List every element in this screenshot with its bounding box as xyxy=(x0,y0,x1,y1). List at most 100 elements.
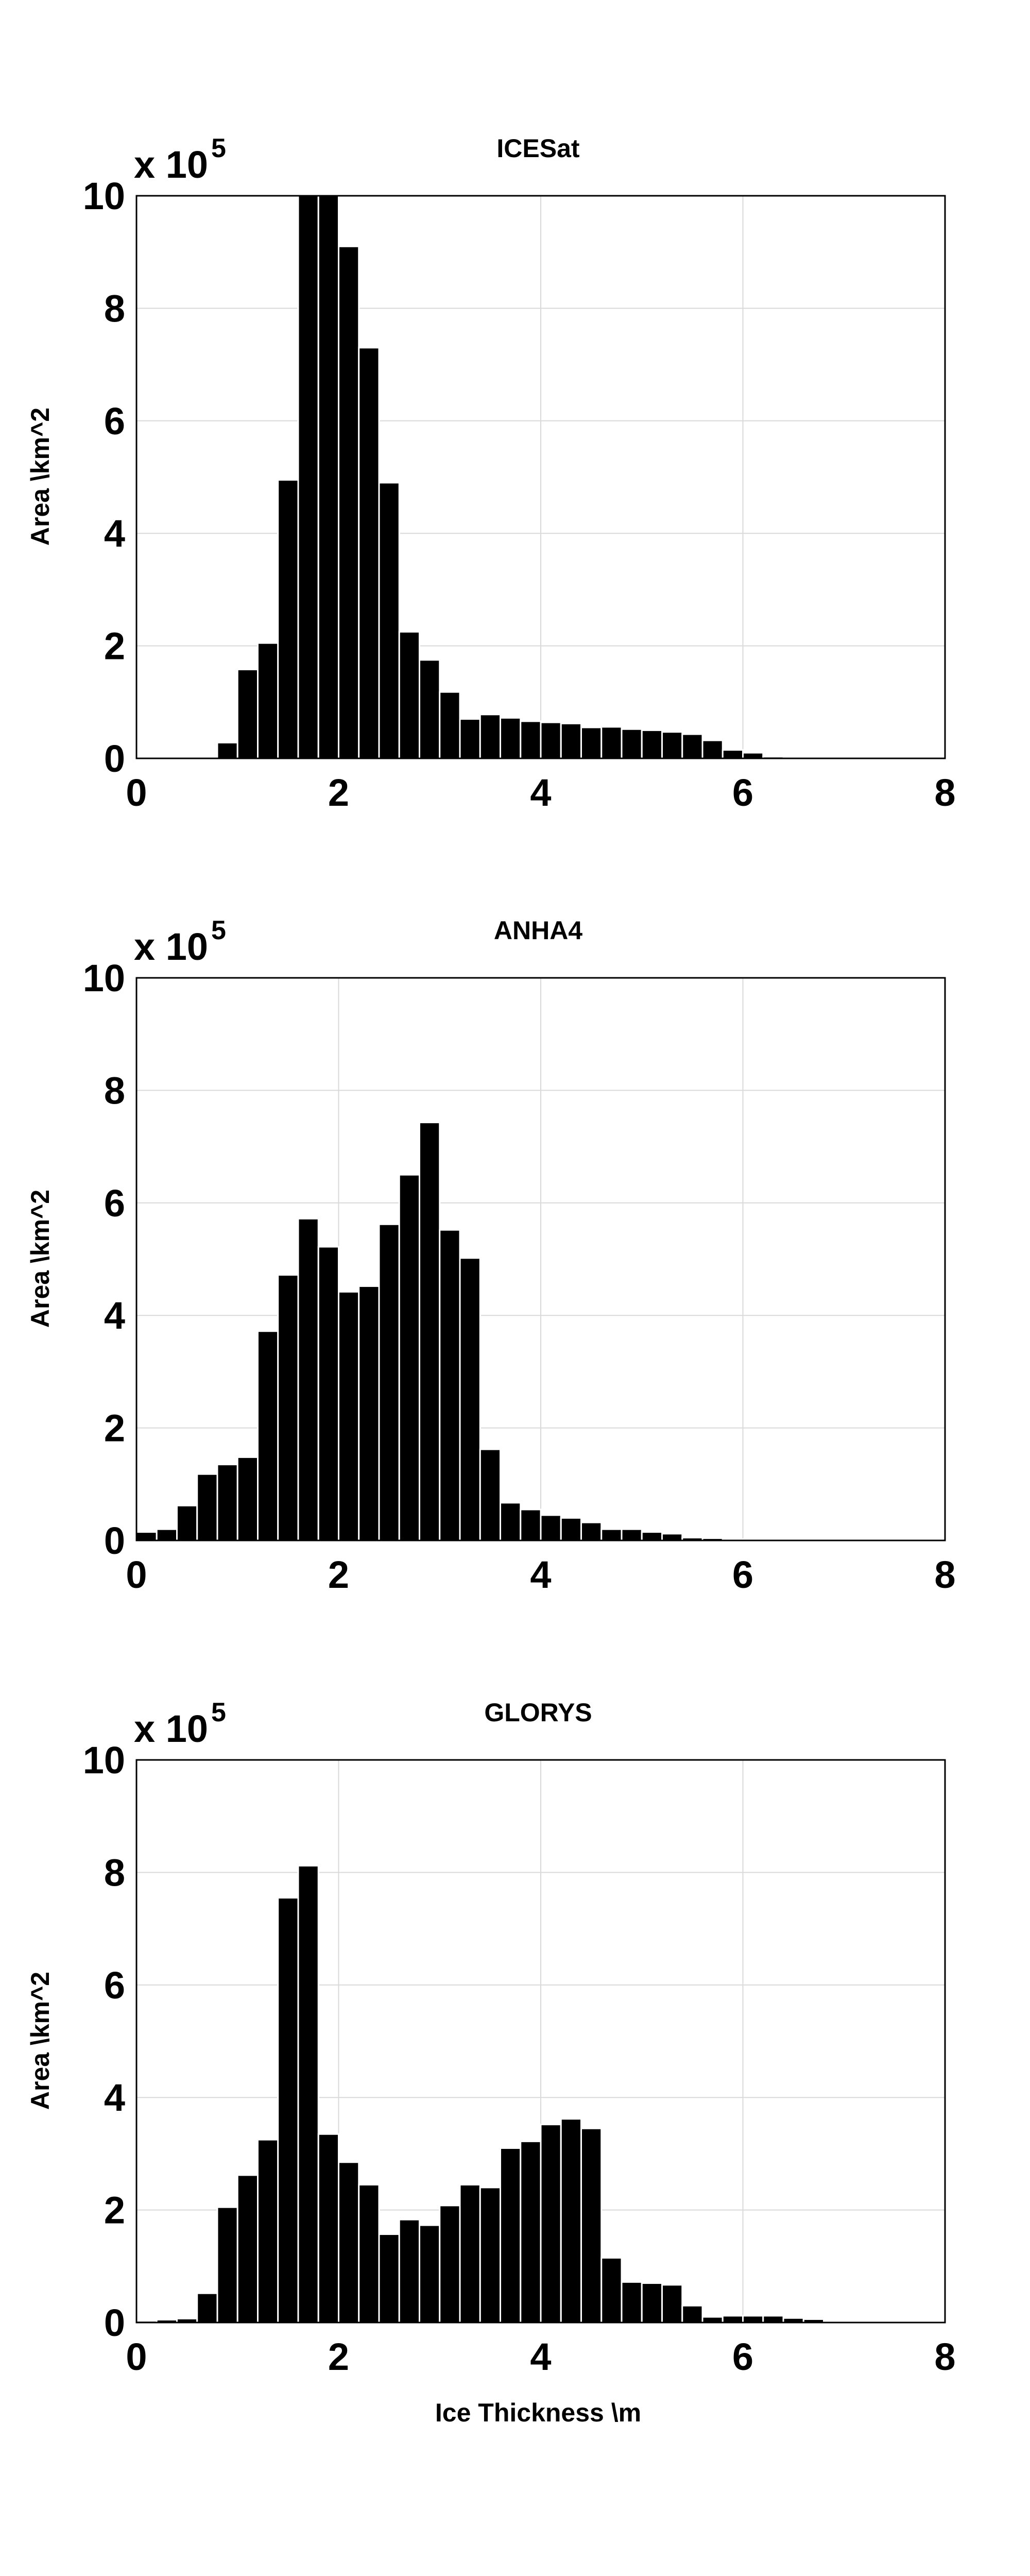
y-axis-multiplier-exponent: 5 xyxy=(211,916,226,945)
y-tick-label: 10 xyxy=(83,957,125,999)
histogram-bar xyxy=(580,726,603,759)
chart-panel-anha4: ANHA4 x 10 5 Area \km^2 0 2 4 6 8 10 0 2 4 6 8 xyxy=(26,916,956,1596)
histogram-bar xyxy=(338,2161,360,2324)
y-tick-label: 4 xyxy=(104,512,125,555)
histogram-bar xyxy=(500,2147,522,2324)
histogram-bar xyxy=(439,1229,461,1541)
axes-box xyxy=(135,1759,946,2324)
histogram-bar xyxy=(641,729,663,759)
x-tick-label: 0 xyxy=(126,2335,147,2378)
x-tick-label: 2 xyxy=(328,1553,349,1596)
histogram-bar xyxy=(742,2315,764,2324)
histogram-bar xyxy=(722,749,744,759)
y-axis-multiplier-base: x 10 xyxy=(134,1707,208,1750)
y-tick-label: 0 xyxy=(104,737,125,780)
y-axis-multiplier-base: x 10 xyxy=(134,925,208,968)
chart-title: GLORYS xyxy=(484,1698,592,1727)
histogram-bar xyxy=(216,1464,238,1541)
histogram-bar xyxy=(641,1531,663,1541)
histogram-bar xyxy=(398,1174,420,1541)
y-axis-multiplier-exponent: 5 xyxy=(211,133,226,163)
bars xyxy=(216,195,784,759)
y-axis-label: Area \km^2 xyxy=(26,1190,55,1328)
axes-box xyxy=(135,977,946,1541)
y-tick-label: 6 xyxy=(104,400,125,443)
x-axis-label: Ice Thickness \m xyxy=(435,2398,641,2427)
y-tick-label: 0 xyxy=(104,1519,125,1562)
y-axis-multiplier: x 10 5 xyxy=(134,1698,226,1750)
histogram-bar xyxy=(317,2133,339,2324)
histogram-bar xyxy=(338,245,360,759)
chart-panel-icesat: ICESat x 10 5 Area \km^2 0 2 4 6 8 10 0 2 4 6 8 xyxy=(26,133,956,814)
x-tick-label: 6 xyxy=(732,1553,753,1596)
x-tick-labels: 0 2 4 6 8 xyxy=(126,771,955,814)
histogram-bar xyxy=(661,731,683,759)
x-tick-label: 2 xyxy=(328,771,349,814)
histogram-bar xyxy=(722,2315,744,2324)
axes-box xyxy=(135,195,946,759)
histogram-bar xyxy=(600,726,623,759)
y-axis-label: Area \km^2 xyxy=(26,1972,55,2110)
histogram-bar xyxy=(621,728,643,759)
x-tick-label: 0 xyxy=(126,1553,147,1596)
y-axis-label: Area \km^2 xyxy=(26,408,55,546)
histogram-bar xyxy=(479,2187,501,2324)
y-tick-label: 8 xyxy=(104,287,125,330)
y-tick-label: 6 xyxy=(104,1964,125,2007)
histogram-bar xyxy=(701,739,724,759)
y-axis-multiplier: x 10 5 xyxy=(134,916,226,968)
y-tick-label: 4 xyxy=(104,2076,125,2119)
histogram-bar xyxy=(681,2304,703,2324)
histogram-bar xyxy=(297,1865,319,2324)
histogram-bar xyxy=(661,2284,683,2324)
histogram-bar xyxy=(459,1257,481,1541)
histogram-bar xyxy=(176,1504,198,1541)
histogram-bar xyxy=(621,1528,643,1541)
y-tick-labels: 0 2 4 6 8 10 xyxy=(83,957,125,1562)
histogram-bar xyxy=(520,1509,542,1541)
histogram-bar xyxy=(277,1274,299,1541)
histogram-bar xyxy=(338,1291,360,1541)
histogram-bar xyxy=(500,1502,522,1541)
histogram-bar xyxy=(560,1517,582,1541)
histogram-bar xyxy=(156,1528,178,1541)
x-tick-label: 2 xyxy=(328,2335,349,2378)
histogram-bar xyxy=(378,482,400,759)
histogram-bar xyxy=(135,1531,158,1541)
y-tick-label: 4 xyxy=(104,1294,125,1337)
histogram-bar xyxy=(459,2183,481,2324)
histogram-bar xyxy=(277,1897,299,2324)
histogram-bar xyxy=(479,714,501,759)
chart-title: ANHA4 xyxy=(494,916,582,945)
y-tick-label: 6 xyxy=(104,1182,125,1225)
x-tick-label: 8 xyxy=(934,2335,955,2378)
y-tick-label: 10 xyxy=(83,175,125,217)
x-tick-label: 6 xyxy=(732,771,753,814)
histogram-bar xyxy=(701,2316,724,2324)
y-tick-label: 10 xyxy=(83,1739,125,1782)
histogram-bar xyxy=(358,347,380,759)
y-tick-label: 0 xyxy=(104,2301,125,2344)
histogram-bar xyxy=(540,1514,562,1541)
x-tick-label: 8 xyxy=(934,771,955,814)
histogram-bar xyxy=(479,1448,501,1541)
chart-panel-glorys: GLORYS x 10 5 Area \km^2 0 2 4 6 8 10 0 2 4 6 8 Ic… xyxy=(26,1698,956,2427)
chart-title: ICESat xyxy=(496,134,580,163)
histogram-bar xyxy=(398,2218,420,2324)
y-axis-multiplier-exponent: 5 xyxy=(211,1698,226,1727)
histogram-bar xyxy=(196,1473,218,1541)
histogram-bar xyxy=(419,2224,441,2324)
y-axis-multiplier: x 10 5 xyxy=(134,133,226,186)
y-tick-label: 2 xyxy=(104,1407,125,1450)
bars xyxy=(135,1865,825,2324)
histogram-bar xyxy=(540,2124,562,2324)
histogram-bar xyxy=(196,2292,218,2324)
histogram-bar xyxy=(378,2233,400,2324)
histogram-bar xyxy=(560,2118,582,2324)
x-tick-labels: 0 2 4 6 8 xyxy=(126,2335,955,2378)
histogram-bar xyxy=(257,1330,279,1541)
histogram-bar xyxy=(641,2282,663,2324)
histogram-bar xyxy=(216,741,238,759)
histogram-bar xyxy=(297,1217,319,1541)
